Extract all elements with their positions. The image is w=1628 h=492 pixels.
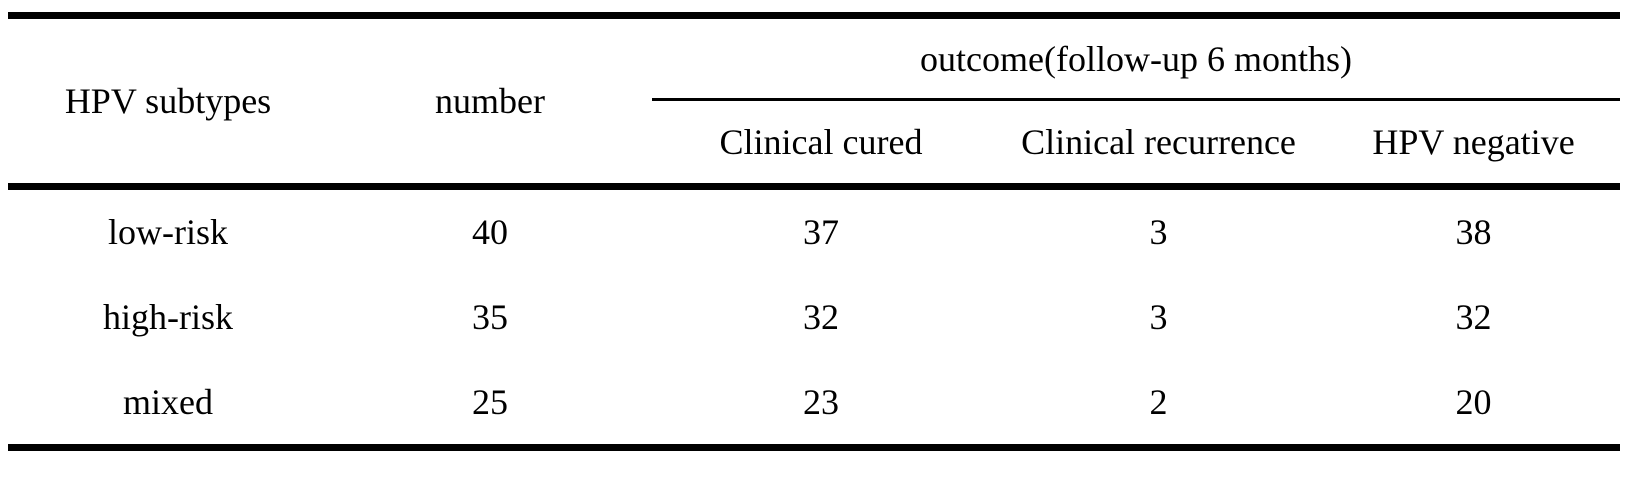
cell-hpv-negative: 20: [1455, 382, 1492, 423]
table-row-low-risk: low-risk 40 37 3 38: [8, 187, 1620, 274]
cell-hpv-negative: 38: [1455, 211, 1492, 252]
cell-subtype: high-risk: [103, 297, 233, 337]
cell-subtype: mixed: [123, 382, 213, 423]
header-row-sub: Clinical cured Clinical recurrence HPV n…: [8, 99, 1621, 190]
table-row-high-risk: high-risk 35 32 3 32: [8, 274, 1620, 361]
column-header-clinical-cured: Clinical cured: [652, 99, 990, 190]
cell-hpv-negative: 32: [1455, 297, 1492, 337]
cell-clinical-cured: 32: [803, 297, 839, 337]
column-group-header-outcome: outcome(follow-up 6 months): [652, 15, 1621, 101]
cell-subtype: low-risk: [108, 211, 228, 252]
cell-clinical-cured: 23: [803, 382, 839, 423]
table-row-mixed: mixed 25 23 2 20: [8, 361, 1620, 448]
column-header-clinical-recurrence: Clinical recurrence: [990, 99, 1327, 190]
cell-clinical-cured: 37: [803, 211, 839, 252]
cell-clinical-recurrence: 2: [1149, 382, 1168, 423]
cell-number: 40: [472, 211, 508, 252]
header-row-top: HPV subtypes number outcome(follow-up 6 …: [8, 15, 1621, 190]
cell-clinical-recurrence: 3: [1149, 297, 1168, 337]
cell-number: 25: [472, 382, 508, 423]
cell-number: 35: [472, 297, 508, 337]
column-header-hpv-subtypes: HPV subtypes: [8, 15, 328, 190]
column-header-number: number: [328, 15, 652, 190]
hpv-outcome-table: HPV subtypes number outcome(follow-up 6 …: [8, 12, 1621, 451]
column-header-hpv-negative: HPV negative: [1327, 99, 1621, 190]
cell-clinical-recurrence: 3: [1149, 211, 1168, 252]
